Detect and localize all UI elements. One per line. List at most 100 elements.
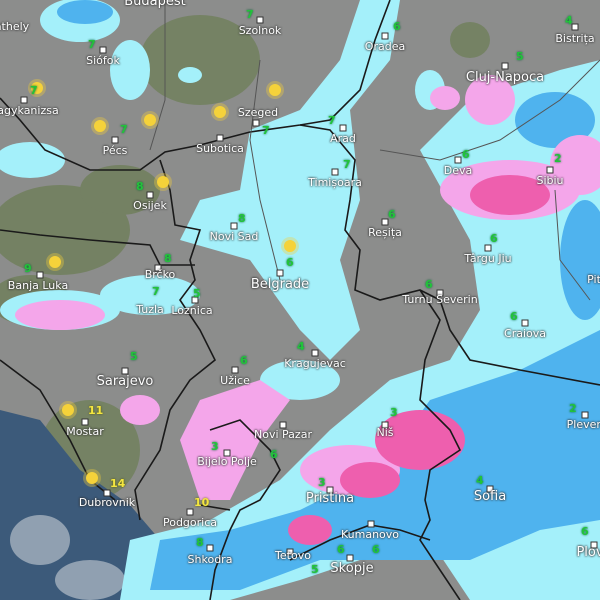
city-label[interactable]: Pleven (566, 418, 600, 431)
city-label[interactable]: Reșița (368, 226, 402, 239)
temperature-label: 9 (24, 262, 32, 275)
city-marker[interactable] (590, 541, 598, 549)
city-label[interactable]: Kumanovo (340, 528, 400, 541)
city-marker[interactable] (381, 421, 389, 429)
temperature-label: 8 (196, 536, 204, 549)
city-label[interactable]: Sarajevo (96, 374, 154, 389)
city-label[interactable]: Niš (376, 426, 394, 439)
temperature-label: 3 (318, 476, 326, 489)
city-label[interactable]: Plov (576, 545, 600, 560)
city-marker[interactable] (252, 119, 260, 127)
temperature-label: 6 (462, 148, 470, 161)
city-label[interactable]: Târgu Jiu (464, 252, 512, 265)
city-label[interactable]: Sofia (473, 489, 507, 504)
city-marker[interactable] (279, 421, 287, 429)
city-label[interactable]: Szolnok (238, 24, 282, 37)
city-label[interactable]: Sibiu (536, 174, 564, 187)
city-label[interactable]: Shkodra (187, 553, 233, 566)
city-label[interactable]: Bistrița (555, 32, 595, 45)
city-label[interactable]: Osijek (133, 199, 167, 212)
city-marker[interactable] (154, 264, 162, 272)
city-marker[interactable] (571, 23, 579, 31)
city-marker[interactable] (486, 485, 494, 493)
moderate-precipitation (57, 0, 600, 590)
city-marker[interactable] (501, 62, 509, 70)
city-marker[interactable] (546, 166, 554, 174)
city-marker[interactable] (326, 486, 334, 494)
city-label[interactable]: Oradea (364, 40, 406, 53)
city-label[interactable]: Pristina (305, 491, 355, 506)
city-label[interactable]: Subotica (196, 142, 244, 155)
city-label[interactable]: Tuzla (136, 303, 164, 316)
city-label[interactable]: Loznica (171, 304, 213, 317)
city-marker[interactable] (436, 289, 444, 297)
city-label[interactable]: Brčko (144, 268, 176, 281)
city-label[interactable]: Užice (220, 374, 250, 387)
city-marker[interactable] (521, 319, 529, 327)
city-marker[interactable] (36, 271, 44, 279)
city-label[interactable]: Tetovo (275, 549, 311, 562)
city-marker[interactable] (454, 156, 462, 164)
city-label[interactable]: Novi Pazar (254, 428, 312, 441)
city-label[interactable]: Podgorica (162, 516, 218, 529)
city-marker[interactable] (81, 418, 89, 426)
temperature-label: 7 (262, 124, 270, 137)
city-label[interactable]: Szeged (237, 106, 279, 119)
city-label[interactable]: Pécs (102, 144, 128, 157)
city-label[interactable]: Dubrovnik (78, 496, 136, 509)
city-marker[interactable] (367, 520, 375, 528)
city-label[interactable]: Mostar (66, 425, 104, 438)
city-label[interactable]: Novi Sad (209, 230, 259, 243)
city-marker[interactable] (223, 449, 231, 457)
city-marker[interactable] (230, 222, 238, 230)
city-marker[interactable] (311, 349, 319, 357)
city-marker[interactable] (256, 16, 264, 24)
temperature-label: 7 (88, 38, 96, 51)
city-label[interactable]: Belgrade (250, 277, 310, 292)
city-marker[interactable] (484, 244, 492, 252)
city-label[interactable]: Siófok (86, 54, 120, 67)
city-label[interactable]: Skopje (330, 561, 374, 576)
temperature-label: 4 (476, 474, 484, 487)
city-label[interactable]: Turnu Severin (402, 293, 478, 306)
sun-icon (284, 240, 296, 252)
temperature-label: 2 (569, 402, 577, 415)
city-marker[interactable] (231, 366, 239, 374)
temperature-label: 3 (390, 406, 398, 419)
city-marker[interactable] (381, 32, 389, 40)
city-label[interactable]: Arad (330, 132, 356, 145)
city-label[interactable]: agykanizsa (0, 104, 59, 117)
city-marker[interactable] (276, 269, 284, 277)
city-label[interactable]: Bijelo Polje (197, 455, 257, 468)
city-marker[interactable] (381, 218, 389, 226)
city-marker[interactable] (111, 136, 119, 144)
city-marker[interactable] (286, 548, 294, 556)
city-marker[interactable] (191, 296, 199, 304)
city-label[interactable]: Pit (587, 273, 600, 286)
city-marker[interactable] (146, 191, 154, 199)
city-marker[interactable] (103, 489, 111, 497)
city-label[interactable]: Timișoara (308, 176, 362, 189)
city-marker[interactable] (216, 134, 224, 142)
city-marker[interactable] (331, 168, 339, 176)
temperature-label: 7 (30, 84, 38, 97)
city-marker[interactable] (121, 367, 129, 375)
city-label[interactable]: Banja Luka (7, 279, 69, 292)
city-marker[interactable] (20, 96, 28, 104)
city-marker[interactable] (206, 544, 214, 552)
temperature-label: 7 (246, 8, 254, 21)
city-marker[interactable] (339, 124, 347, 132)
city-label[interactable]: Cluj-Napoca (465, 70, 545, 85)
city-label[interactable]: Kragujevac (284, 357, 346, 370)
city-label[interactable]: Craiova (504, 327, 546, 340)
city-label[interactable]: Budapest (124, 0, 186, 9)
city-marker[interactable] (346, 554, 354, 562)
temperature-label: 4 (297, 340, 305, 353)
city-marker[interactable] (581, 411, 589, 419)
city-marker[interactable] (186, 508, 194, 516)
city-marker[interactable] (99, 46, 107, 54)
city-label[interactable]: Deva (443, 164, 473, 177)
